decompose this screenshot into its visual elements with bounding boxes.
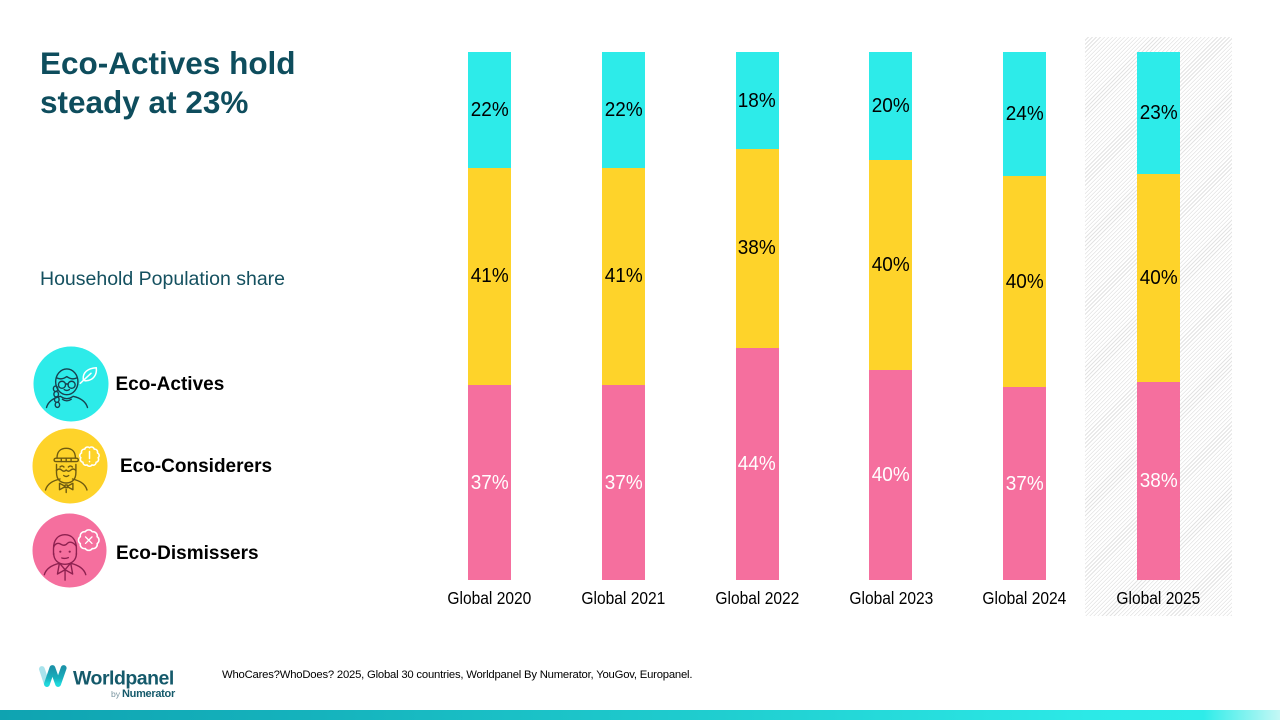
svg-text:by: by xyxy=(111,689,121,699)
svg-text:Worldpanel: Worldpanel xyxy=(73,668,174,690)
svg-text:Numerator: Numerator xyxy=(122,688,176,700)
